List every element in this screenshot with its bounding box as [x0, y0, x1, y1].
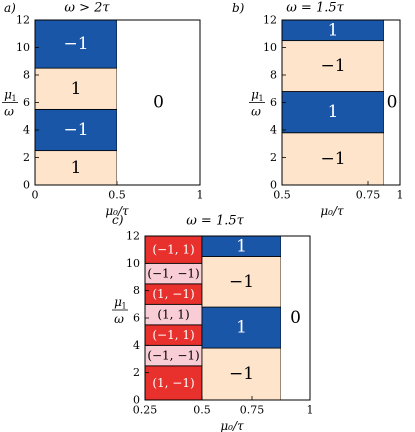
y-tick-label-3: 6	[23, 96, 30, 109]
region-label-10: 1	[236, 236, 247, 256]
x-tick-label-3: 1	[307, 404, 314, 417]
region-1	[281, 91, 385, 134]
x-tick-label-2: 1	[197, 189, 204, 202]
y-tick-label-6: 12	[16, 14, 30, 27]
x-tick-label-1: 0.5	[193, 404, 211, 417]
panel-tag: c)	[112, 213, 124, 227]
y-label-subscript: 1	[258, 94, 263, 103]
y-axis-label: μ 1 ω	[249, 88, 265, 119]
region-label-3: −1	[63, 34, 88, 54]
panel-tag: a)	[4, 1, 16, 15]
y-tick-label-1: 2	[23, 151, 30, 164]
y-label-numerator: μ	[251, 88, 259, 102]
y-tick-label-2: 4	[133, 339, 140, 352]
panel-c: (1, −1) (−1, −1) (−1, 1) (1, 1) (1, −1) (−1, …	[112, 213, 314, 432]
region-4	[384, 20, 400, 185]
region-3	[34, 19, 118, 69]
region-label-7: −1	[229, 364, 254, 384]
region-0	[34, 150, 118, 186]
y-label-denominator: ω	[251, 105, 261, 119]
region-label-0: (1, −1)	[152, 376, 194, 390]
region-label-1: −1	[63, 120, 88, 140]
region-label-11: 0	[290, 308, 301, 328]
y-tick-label-4: 8	[270, 69, 277, 82]
y-label-subscript: 1	[11, 94, 16, 103]
y-tick-label-4: 8	[23, 69, 30, 82]
y-label-subscript: 1	[121, 302, 126, 311]
region-8	[201, 306, 282, 349]
y-tick-label-5: 10	[16, 41, 30, 54]
y-tick-label-2: 4	[270, 124, 277, 137]
x-tick-label-1: 0.75	[356, 189, 381, 202]
y-label-numerator: μ	[4, 88, 12, 102]
x-axis-label: μ₀/τ	[320, 204, 344, 218]
y-tick-label-1: 2	[133, 366, 140, 379]
panel-tag: b)	[232, 1, 245, 15]
x-tick-label-0: 0.25	[133, 404, 158, 417]
y-tick-label-2: 4	[23, 124, 30, 137]
x-tick-label-2: 1	[397, 189, 404, 202]
y-tick-label-6: 12	[126, 230, 140, 243]
y-axis-label: μ 1ω	[112, 295, 128, 326]
panel-title: ω = 1.5τ	[186, 214, 244, 229]
y-tick-label-0: 0	[23, 179, 30, 192]
region-label-5: (−1, −1)	[147, 267, 199, 281]
y-label-denominator: ω	[114, 312, 124, 326]
region-label-0: 1	[71, 158, 82, 178]
region-7	[201, 347, 282, 401]
y-tick-label-1: 2	[270, 151, 277, 164]
y-tick-label-5: 10	[263, 41, 277, 54]
y-tick-label-3: 6	[270, 96, 277, 109]
region-label-2: (−1, 1)	[152, 328, 194, 342]
region-label-2: 1	[71, 79, 82, 99]
region-11	[281, 236, 310, 400]
region-label-4: 0	[387, 93, 398, 113]
region-label-4: (1, −1)	[152, 287, 194, 301]
y-tick-label-0: 0	[270, 179, 277, 192]
region-1	[34, 108, 118, 152]
region-label-0: −1	[320, 149, 345, 169]
region-6	[144, 235, 203, 264]
region-label-8: 1	[236, 318, 247, 338]
y-tick-label-6: 12	[263, 14, 277, 27]
region-label-3: 1	[328, 20, 339, 40]
y-tick-label-4: 8	[133, 284, 140, 297]
y-label-denominator: ω	[4, 105, 14, 119]
x-tick-label-0: 0	[32, 189, 39, 202]
x-axis-label: μ₀/τ	[105, 204, 129, 218]
region-label-1: 1	[328, 102, 339, 122]
panel-title: ω = 1.5τ	[286, 1, 344, 16]
region-label-6: (−1, 1)	[152, 243, 194, 257]
region-label-9: −1	[229, 272, 254, 292]
panel-title: ω > 2τ	[64, 1, 110, 16]
region-label-1: (−1, −1)	[147, 349, 199, 363]
x-tick-label-2: 0.75	[240, 404, 265, 417]
y-tick-label-3: 6	[133, 312, 140, 325]
y-tick-label-5: 10	[126, 257, 140, 270]
region-4	[117, 20, 200, 185]
region-label-3: (1, 1)	[157, 308, 189, 322]
x-axis-label: μ₀/τ	[220, 419, 244, 432]
x-tick-label-0: 0.5	[273, 189, 291, 202]
y-tick-label-0: 0	[133, 394, 140, 407]
region-label-2: −1	[320, 56, 345, 76]
y-label-numerator: μ	[114, 295, 122, 309]
region-9	[201, 256, 282, 308]
y-axis-label: μ 1 ω	[2, 88, 18, 119]
region-label-4: 0	[153, 93, 164, 113]
x-tick-label-1: 0.5	[108, 189, 126, 202]
